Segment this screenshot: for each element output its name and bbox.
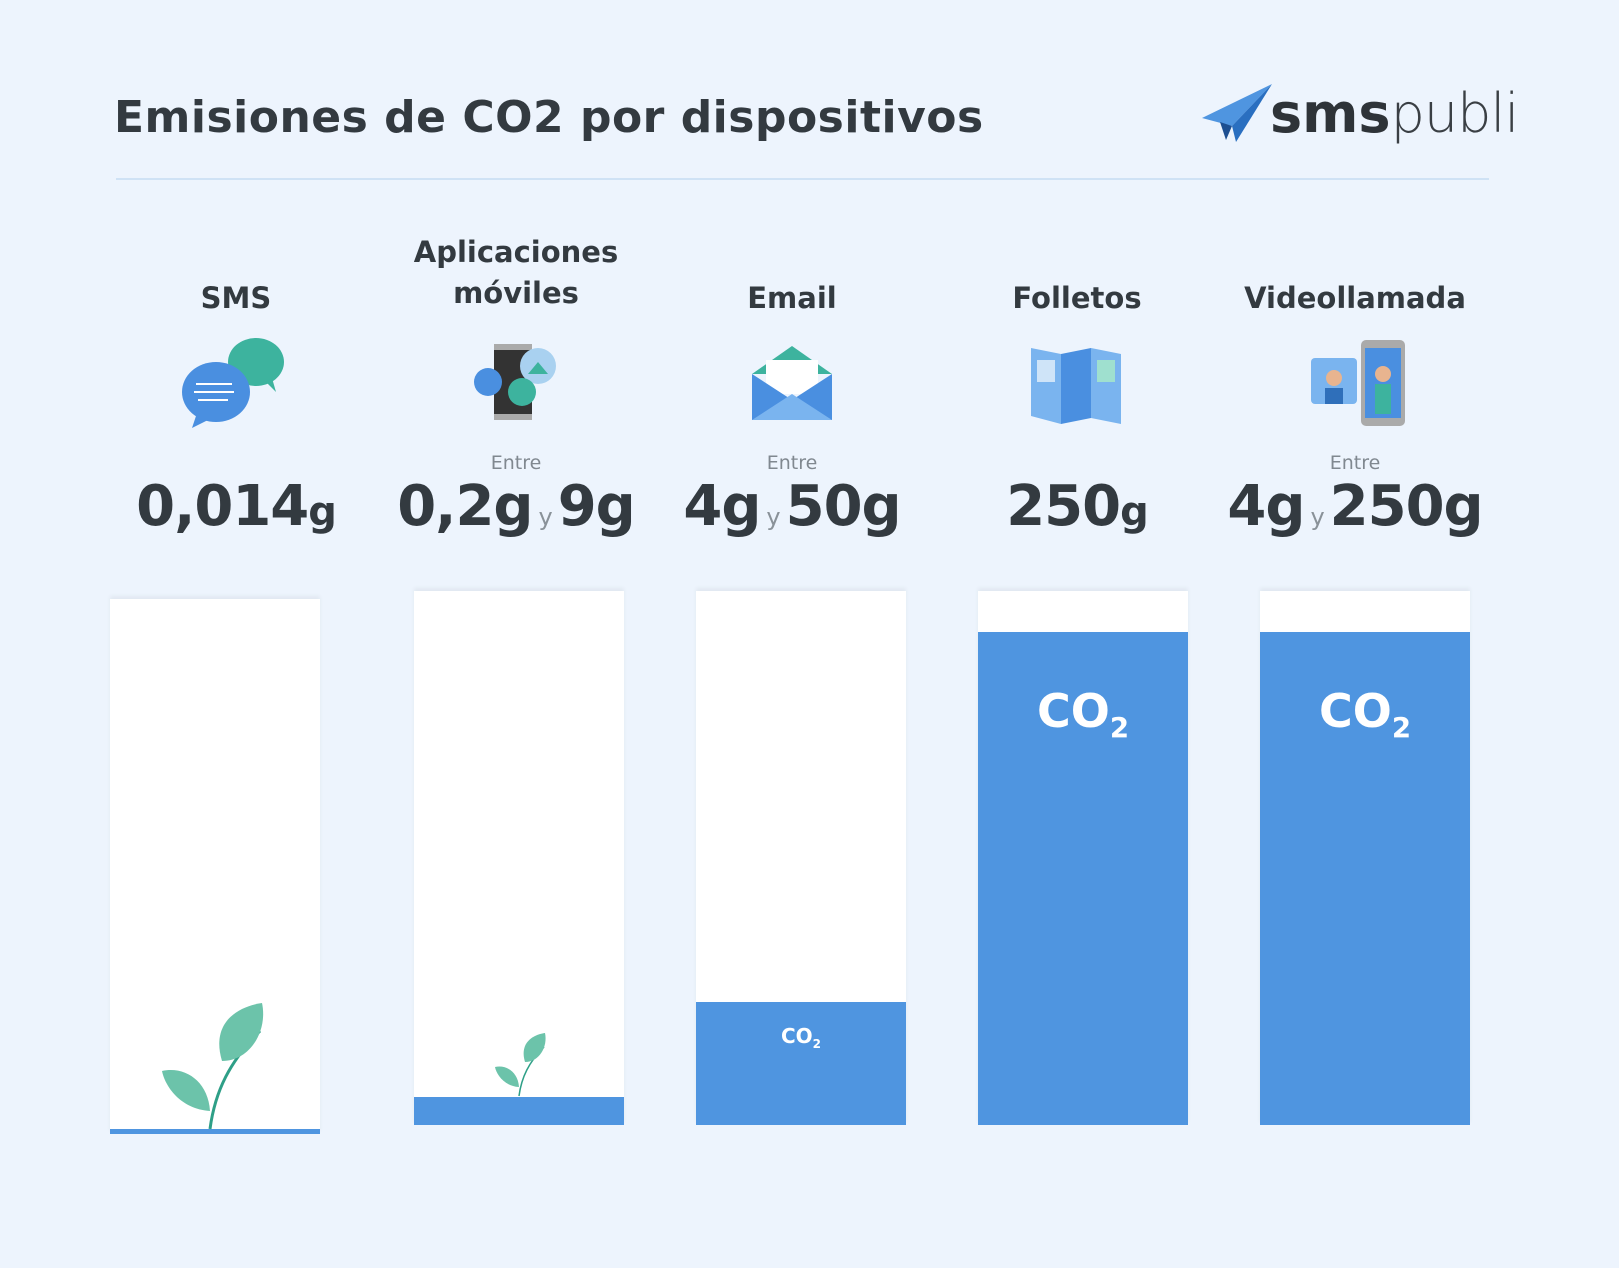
item-icon [182, 338, 284, 428]
item-icon [474, 344, 556, 420]
item-label: Videollamada [1244, 281, 1466, 315]
amount: 0,2g y 9g [366, 474, 666, 539]
divider [116, 178, 1489, 180]
bar-fill [414, 1097, 624, 1125]
sprout [495, 1033, 546, 1097]
item-label: Aplicaciones móviles [413, 235, 619, 310]
co2-sub: 2 [812, 1037, 822, 1051]
co2-sub: 2 [1109, 711, 1130, 745]
co2-label: CO2 [696, 1024, 906, 1051]
amount-to: 250g [1329, 474, 1484, 539]
prefix: Entre [766, 452, 818, 474]
prefix: Entre [490, 452, 542, 474]
logo-light: publi [1390, 82, 1520, 145]
amount-value: 0,014 [136, 474, 309, 539]
co2-sub: 2 [1391, 711, 1412, 745]
amount-to: 9g [557, 474, 636, 539]
amount-value: 250 [1006, 474, 1121, 539]
amount: 4g y 50g [642, 474, 942, 539]
co2-label: CO2 [978, 684, 1188, 744]
bar-fill: CO2 [978, 632, 1188, 1125]
amount-to: 50g [785, 474, 902, 539]
amount-joiner: y [1310, 503, 1324, 531]
bar: CO2 [978, 591, 1188, 1125]
bar: CO2 [696, 591, 906, 1125]
amount: 0,014g [86, 474, 386, 539]
bar: CO2 [1260, 591, 1470, 1125]
bar-fill: CO2 [696, 1002, 906, 1125]
amount-from: 4g [683, 474, 761, 539]
amount-joiner: y [538, 503, 553, 531]
sprout [162, 1003, 264, 1130]
amount-from: 0,2g [397, 474, 533, 539]
item-icon [752, 346, 832, 420]
item-label: Email [747, 281, 837, 315]
bar-fill: CO2 [1260, 632, 1470, 1125]
amount: 4g y 250g [1205, 474, 1505, 539]
amount-unit: g [1120, 489, 1149, 535]
logo-bold: sms [1270, 82, 1391, 145]
item-label: SMS [200, 281, 272, 315]
bar [110, 599, 320, 1134]
item-label: Folletos [1012, 281, 1142, 315]
amount: 250g [927, 474, 1227, 539]
co2-main: CO [780, 1024, 813, 1048]
title: Emisiones de CO2 por dispositivos [114, 92, 984, 143]
amount-from: 4g [1227, 474, 1305, 539]
co2-label: CO2 [1260, 684, 1470, 744]
logo-icon [1202, 84, 1272, 142]
co2-main: CO [1036, 684, 1110, 738]
bar [414, 591, 624, 1125]
item-icon [1311, 340, 1405, 426]
amount-unit: g [308, 489, 337, 535]
amount-joiner: y [766, 503, 780, 531]
logo-text: smspubli [1270, 82, 1520, 145]
item-icon [1031, 348, 1121, 424]
co2-main: CO [1318, 684, 1392, 738]
bar-fill [110, 1129, 320, 1134]
prefix: Entre [1329, 452, 1381, 474]
